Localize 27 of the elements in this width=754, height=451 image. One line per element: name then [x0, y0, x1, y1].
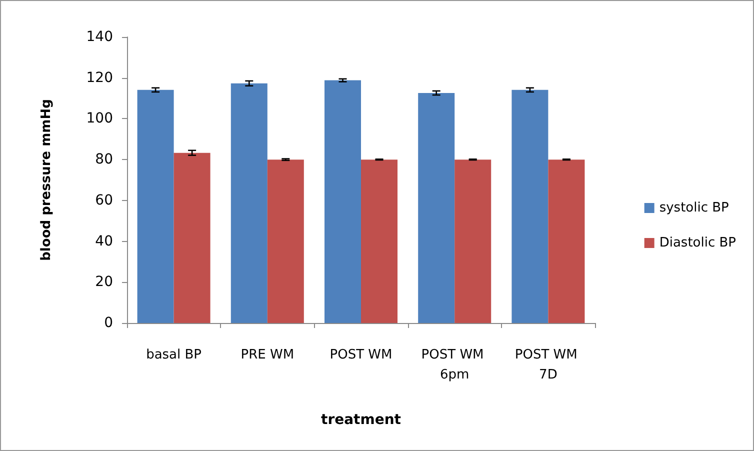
y-axis-title: blood pressure mmHg — [39, 99, 54, 261]
legend-label: Diastolic BP — [659, 236, 736, 250]
x-tick-label: PRE WM — [240, 348, 294, 362]
x-tick-label: POST WM 7D — [514, 348, 582, 382]
bar — [137, 90, 174, 323]
y-tick-label: 0 — [104, 315, 113, 331]
legend-label: systolic BP — [659, 200, 730, 216]
x-tick-label: POST WM — [330, 348, 392, 362]
y-tick-label: 80 — [95, 152, 113, 168]
bar — [361, 160, 398, 323]
y-tick-label: 40 — [95, 233, 113, 250]
y-tick-label: 20 — [95, 274, 113, 290]
y-tick-label: 100 — [86, 110, 113, 127]
y-tick-label: 140 — [86, 29, 113, 45]
x-tick-label: POST WM 6pm — [421, 348, 488, 382]
y-tick-label: 120 — [86, 70, 113, 86]
bar — [454, 160, 492, 323]
bar — [548, 160, 585, 323]
bar — [418, 92, 455, 323]
bar — [267, 160, 304, 323]
bar — [230, 83, 268, 323]
x-tick-label: basal BP — [146, 348, 202, 362]
y-tick-label: 60 — [95, 192, 113, 208]
bar — [324, 80, 361, 323]
x-axis-title: treatment — [321, 412, 402, 428]
bar — [512, 90, 548, 323]
bar — [174, 152, 210, 323]
